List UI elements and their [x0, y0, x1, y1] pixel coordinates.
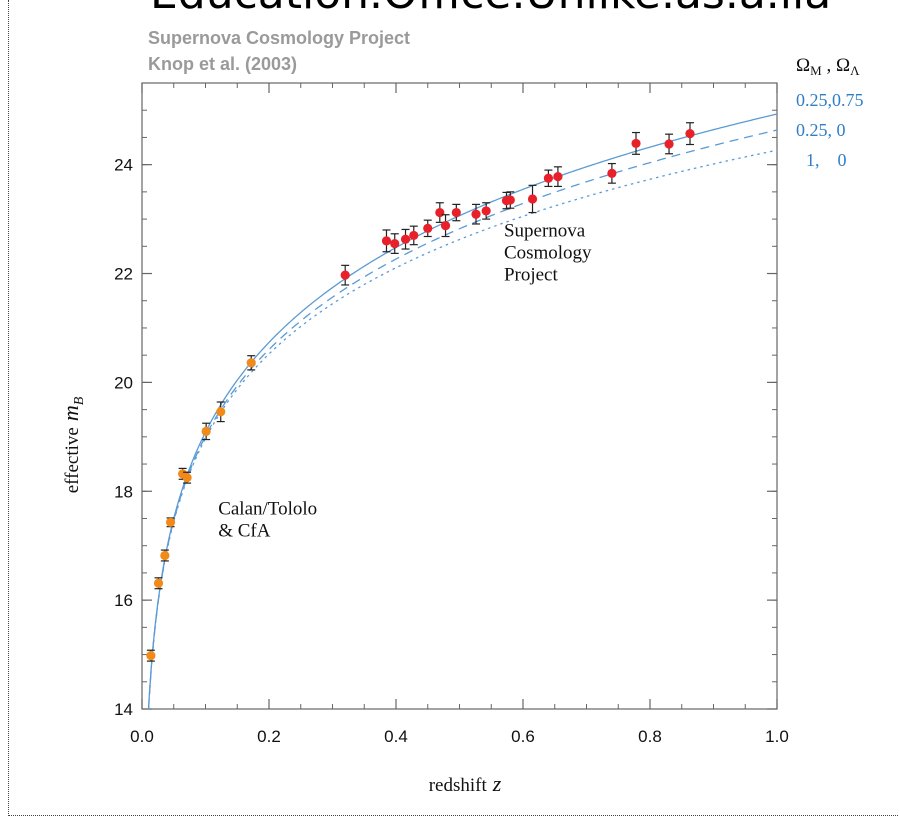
nearby-supernova-point	[165, 517, 176, 528]
model-curve-dashed	[147, 129, 777, 709]
marker	[543, 173, 554, 183]
model-curve-solid	[147, 113, 777, 709]
annotation-calan: & CfA	[218, 520, 271, 541]
nearby-supernova-point	[182, 471, 192, 484]
scp-supernova-point	[505, 191, 515, 209]
y-tick-label: 20	[114, 373, 133, 392]
marker	[471, 209, 481, 219]
marker	[451, 207, 461, 218]
nearby-supernova-point	[160, 549, 170, 562]
scp-supernova-point	[440, 214, 451, 238]
marker	[481, 206, 491, 216]
x-tick-label: 1.0	[765, 727, 789, 746]
x-tick-label: 0.2	[257, 727, 281, 746]
scp-supernova-point	[340, 264, 350, 286]
legend: ΩM , ΩΛ 0.25,0.75 0.25, 0 1, 0	[796, 55, 864, 170]
scp-supernova-point	[409, 225, 419, 246]
x-tick-label: 0.8	[638, 727, 662, 746]
legend-entry-dotted: 1, 0	[806, 150, 847, 170]
marker	[423, 223, 433, 233]
marker	[553, 172, 563, 182]
scp-supernova-point	[481, 202, 491, 220]
plot-area	[141, 82, 778, 710]
y-tick-label: 18	[114, 482, 133, 501]
scp-supernova-point	[685, 122, 695, 146]
annotation-calan: Calan/Tololo	[218, 498, 317, 519]
nearby-supernova-point	[201, 422, 211, 441]
marker	[182, 473, 192, 483]
scp-supernova-point	[631, 131, 641, 155]
marker	[409, 230, 419, 241]
nearby-supernova-point	[146, 649, 156, 662]
scp-supernova-point	[664, 133, 674, 155]
scp-supernova-point	[435, 202, 445, 223]
scp-supernova-point	[451, 203, 461, 222]
y-tick-label: 22	[114, 265, 133, 284]
marker	[631, 138, 641, 149]
x-tick-label: 0.6	[511, 727, 535, 746]
annotation-scp: Project	[504, 265, 559, 286]
figure-frame	[8, 0, 898, 816]
chart-subtitle: Knop et al. (2003)	[148, 54, 297, 74]
marker	[664, 139, 674, 149]
y-tick-label: 24	[114, 156, 133, 175]
scp-supernova-point	[527, 184, 538, 214]
y-tick-label: 16	[114, 591, 133, 610]
marker	[527, 194, 538, 204]
x-axis: 0.0 0.2 0.4 0.6 0.8 1.0	[130, 83, 789, 746]
nearby-supernova-point	[216, 401, 226, 423]
legend-entry-dashed: 0.25, 0	[796, 120, 846, 140]
annotation-scp: Supernova	[504, 221, 586, 242]
marker	[381, 236, 392, 246]
marker	[153, 578, 164, 588]
x-tick-label: 0.0	[130, 727, 154, 746]
marker	[607, 168, 617, 178]
model-curves	[147, 113, 777, 709]
marker	[435, 207, 445, 218]
x-axis-label: redshift z	[429, 771, 502, 796]
marker	[505, 195, 515, 205]
nearby-supernova-point	[153, 577, 164, 590]
x-tick-label: 0.4	[384, 727, 408, 746]
marker	[440, 221, 451, 231]
marker	[146, 651, 156, 661]
scp-supernova-point	[381, 229, 392, 253]
model-curve-dotted	[147, 149, 777, 709]
marker	[201, 426, 211, 436]
y-axis: 14 16 18 20 22 24	[114, 82, 777, 719]
data-points	[146, 122, 695, 662]
scp-supernova-point	[423, 219, 433, 238]
marker	[160, 550, 170, 561]
marker	[216, 407, 226, 417]
y-tick-label: 14	[114, 700, 133, 719]
marker	[165, 517, 176, 527]
scp-supernova-point	[471, 203, 481, 225]
nearby-supernova-point	[246, 355, 256, 371]
header-banner: Education.Office.Unlike.as.a.lia	[150, 0, 831, 19]
legend-header: ΩM , ΩΛ	[796, 55, 860, 78]
scp-supernova-point	[553, 166, 563, 188]
marker	[340, 270, 350, 280]
scp-supernova-point	[543, 169, 554, 188]
marker	[390, 238, 400, 249]
scp-supernova-point	[400, 228, 411, 250]
y-axis-label: effectivemB	[58, 396, 87, 493]
marker	[400, 234, 411, 244]
scp-supernova-point	[390, 233, 400, 254]
scp-supernova-point	[607, 162, 617, 184]
marker	[685, 129, 695, 139]
chart-title: Supernova Cosmology Project	[148, 28, 410, 48]
marker	[246, 358, 256, 368]
legend-entry-solid: 0.25,0.75	[796, 90, 864, 110]
annotation-scp: Cosmology	[504, 243, 592, 264]
